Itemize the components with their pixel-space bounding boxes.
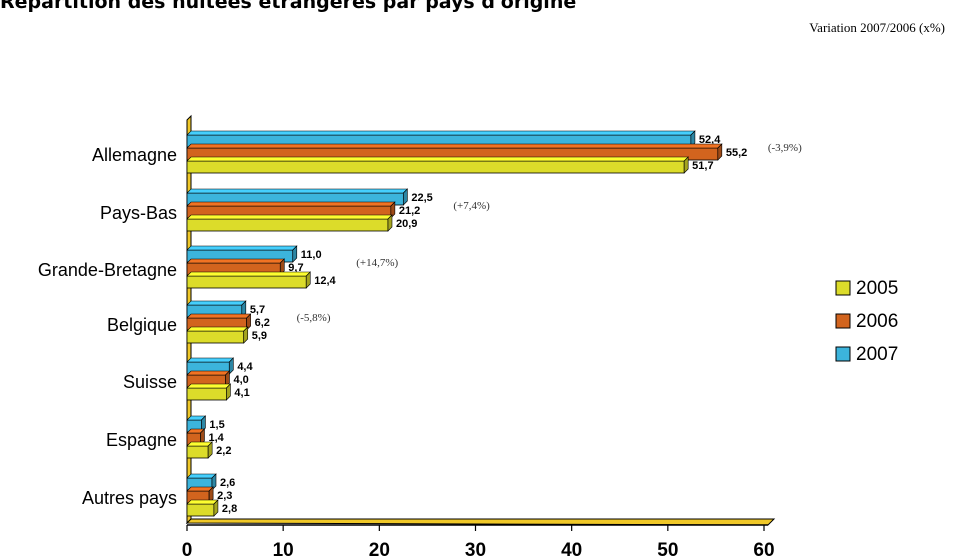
value-label: 55,2 bbox=[726, 147, 747, 159]
bar-top-2006 bbox=[186, 486, 214, 492]
category-label: Grande-Bretagne bbox=[38, 260, 177, 280]
bar-top-2007 bbox=[186, 130, 696, 136]
legend-label-2005: 2005 bbox=[856, 278, 898, 299]
value-label: 21,2 bbox=[399, 205, 420, 217]
bar-side-2007 bbox=[292, 245, 298, 263]
bar-2005 bbox=[186, 160, 685, 174]
legend-swatch-2005 bbox=[835, 280, 851, 296]
bar-top-2006 bbox=[186, 313, 252, 319]
bar-side-2005 bbox=[683, 156, 689, 174]
bar-top-2005 bbox=[186, 326, 249, 332]
bar-top-2006 bbox=[186, 370, 231, 376]
bar-side-2006 bbox=[208, 486, 214, 504]
bar-top-2007 bbox=[186, 245, 298, 251]
bar-2005 bbox=[186, 387, 227, 401]
x-axis-floor bbox=[185, 518, 776, 526]
x-tick-label: 10 bbox=[273, 540, 294, 559]
bar-side-2007 bbox=[403, 188, 408, 206]
value-label: 2,8 bbox=[222, 503, 237, 515]
category-label: Suisse bbox=[123, 372, 177, 392]
legend-label-2006: 2006 bbox=[856, 311, 898, 332]
x-tick-label: 50 bbox=[657, 540, 678, 559]
value-label: 4,0 bbox=[233, 374, 248, 386]
category-label: Belgique bbox=[107, 315, 177, 335]
value-label: 2,3 bbox=[217, 490, 232, 502]
bar-top-2005 bbox=[186, 271, 311, 277]
bar-2005 bbox=[186, 445, 209, 459]
variation-label: (+7,4%) bbox=[453, 200, 490, 212]
bar-side-2007 bbox=[241, 300, 247, 318]
bar-2005 bbox=[186, 218, 389, 232]
bar-side-2006 bbox=[279, 258, 285, 276]
value-label: 52,4 bbox=[699, 134, 721, 146]
value-label: 2,6 bbox=[220, 477, 235, 489]
x-tick-label: 40 bbox=[561, 540, 582, 559]
value-label: 51,7 bbox=[692, 160, 713, 172]
bar-top-2007 bbox=[186, 357, 235, 363]
bar-side-2005 bbox=[207, 441, 213, 459]
legend-swatch-2006 bbox=[835, 313, 851, 329]
bar-side-2005 bbox=[387, 214, 393, 232]
variation-label: (-5,8%) bbox=[297, 312, 331, 324]
bar-top-2007 bbox=[186, 300, 247, 306]
variation-label: (+14,7%) bbox=[356, 257, 398, 269]
bar-top-2005 bbox=[186, 156, 689, 162]
category-label: Pays-Bas bbox=[100, 203, 177, 223]
bar-top-2006 bbox=[186, 201, 396, 207]
value-label: 22,5 bbox=[411, 192, 432, 204]
bar-top-2007 bbox=[186, 473, 217, 479]
category-label: Autres pays bbox=[82, 488, 177, 508]
value-label: 9,7 bbox=[288, 262, 303, 274]
category-label: Allemagne bbox=[92, 145, 177, 165]
bar-top-2007 bbox=[186, 188, 409, 194]
category-label: Espagne bbox=[106, 430, 177, 450]
chart-title: Répartition des nuitées étrangères par p… bbox=[0, 0, 577, 13]
value-label: 4,4 bbox=[237, 361, 253, 373]
bar-top-2006 bbox=[186, 143, 723, 149]
bar-side-2006 bbox=[200, 428, 205, 446]
value-label: 2,2 bbox=[216, 445, 231, 457]
value-label: 11,0 bbox=[301, 249, 322, 261]
bar-2005 bbox=[186, 275, 307, 289]
value-label: 4,1 bbox=[234, 387, 249, 399]
bar-top-2006 bbox=[186, 258, 286, 264]
bar-side-2006 bbox=[390, 201, 396, 219]
bar-side-2005 bbox=[243, 326, 249, 344]
variation-label: (-3,9%) bbox=[768, 142, 802, 154]
x-tick-label: 60 bbox=[753, 540, 774, 559]
x-tick-label: 0 bbox=[182, 540, 193, 559]
value-label: 5,9 bbox=[252, 330, 267, 342]
bar-2005 bbox=[186, 503, 215, 517]
bar-side-2007 bbox=[690, 130, 696, 148]
legend-label-2007: 2007 bbox=[856, 344, 898, 365]
bar-side-2005 bbox=[305, 271, 311, 289]
bar-top-2005 bbox=[186, 214, 393, 220]
bar-top-2005 bbox=[186, 499, 219, 505]
bar-side-2007 bbox=[229, 357, 234, 375]
variation-note: Variation 2007/2006 (x%) bbox=[809, 20, 945, 35]
x-tick-label: 20 bbox=[369, 540, 390, 559]
value-label: 1,4 bbox=[208, 432, 224, 444]
value-label: 6,2 bbox=[255, 317, 270, 329]
legend-swatch-2007 bbox=[835, 346, 851, 362]
bar-side-2005 bbox=[213, 499, 219, 517]
value-label: 20,9 bbox=[396, 218, 417, 230]
bar-side-2007 bbox=[201, 415, 206, 433]
value-label: 1,5 bbox=[209, 419, 224, 431]
bar-top-2005 bbox=[186, 383, 232, 389]
bar-side-2006 bbox=[717, 143, 723, 161]
bar-side-2005 bbox=[226, 383, 231, 401]
bar-side-2006 bbox=[225, 370, 230, 388]
bar-side-2007 bbox=[211, 473, 217, 491]
value-label: 5,7 bbox=[250, 304, 265, 316]
bar-side-2006 bbox=[246, 313, 251, 331]
x-tick-label: 30 bbox=[465, 540, 486, 559]
value-label: 12,4 bbox=[314, 275, 336, 287]
bar-2005 bbox=[186, 330, 245, 344]
